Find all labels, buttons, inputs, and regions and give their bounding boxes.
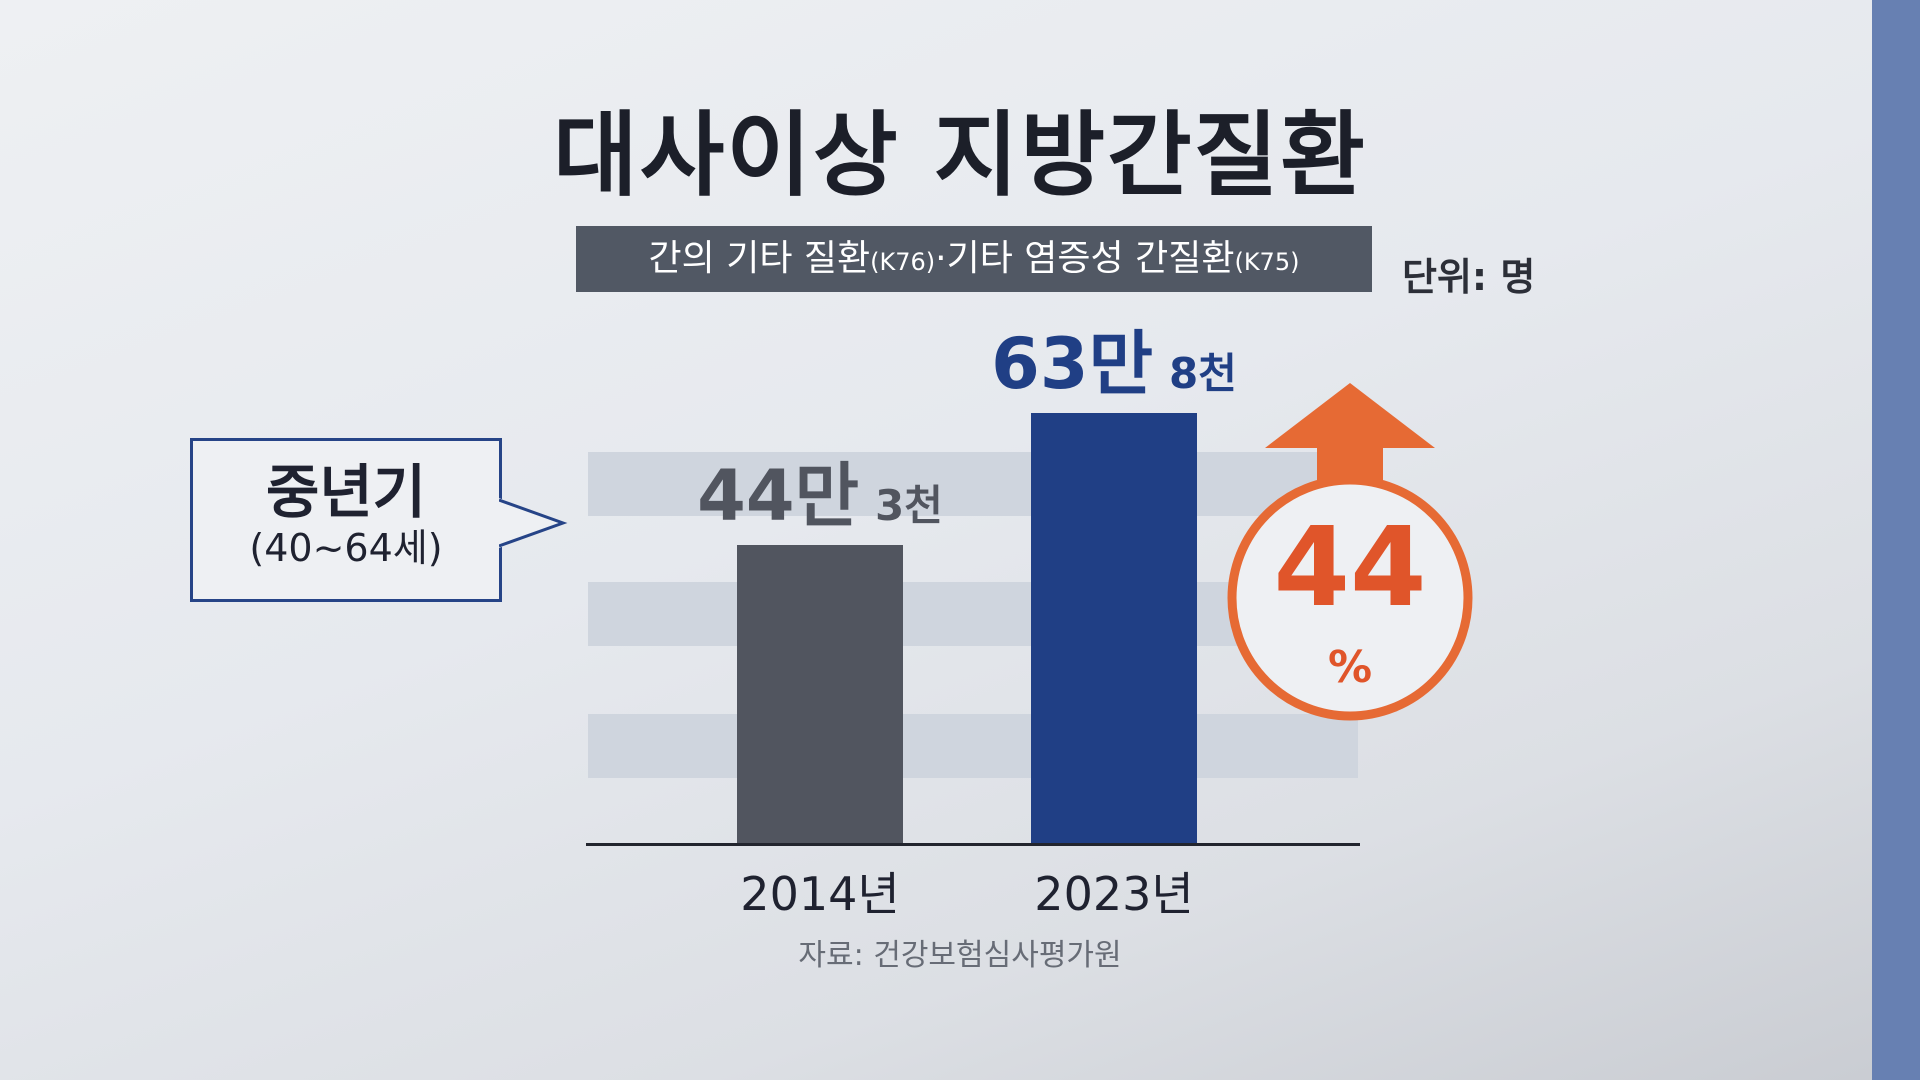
x-axis-baseline <box>586 843 1360 846</box>
value-label-big: 44만 <box>697 454 859 537</box>
subtitle-text: 간의 기타 질환 <box>648 238 871 279</box>
value-label-small: 3천 <box>874 480 943 530</box>
source-note: 자료: 건강보험심사평가원 <box>798 938 1122 973</box>
bar-2014 <box>737 544 903 843</box>
chart-title: 대사이상 지방간질환 <box>553 102 1367 209</box>
subtitle-banner: 간의 기타 질환(K76)·기타 염증성 간질환(K75) <box>576 226 1372 292</box>
value-label-2014: 44만 3천 <box>697 461 943 531</box>
right-edge-strip <box>1872 0 1920 1080</box>
callout-pointer-icon <box>499 498 568 548</box>
x-tick-2023: 2023년 <box>1034 867 1194 921</box>
subtitle-code-k76: (K76) <box>870 248 936 276</box>
value-label-2023: 63만 8천 <box>991 329 1237 399</box>
callout-sub-label: (40~64세) <box>249 525 443 570</box>
unit-label: 단위: 명 <box>1402 255 1536 299</box>
value-label-big: 63만 <box>991 323 1153 406</box>
chart-band <box>588 452 1358 516</box>
bar-2023 <box>1031 413 1197 843</box>
chart-band <box>588 714 1358 778</box>
value-label-small: 8천 <box>1168 349 1237 399</box>
growth-arrow-icon <box>1227 383 1473 721</box>
subtitle-code-k75: (K75) <box>1234 248 1300 276</box>
x-tick-2014: 2014년 <box>740 867 900 921</box>
subtitle-text-2: ·기타 염증성 간질환 <box>935 238 1235 279</box>
callout-main-label: 중년기 <box>265 458 427 526</box>
growth-percent-value: 44 <box>1273 503 1427 631</box>
age-group-callout: 중년기 (40~64세) <box>190 438 502 602</box>
growth-percent-sign: % <box>1327 642 1373 693</box>
